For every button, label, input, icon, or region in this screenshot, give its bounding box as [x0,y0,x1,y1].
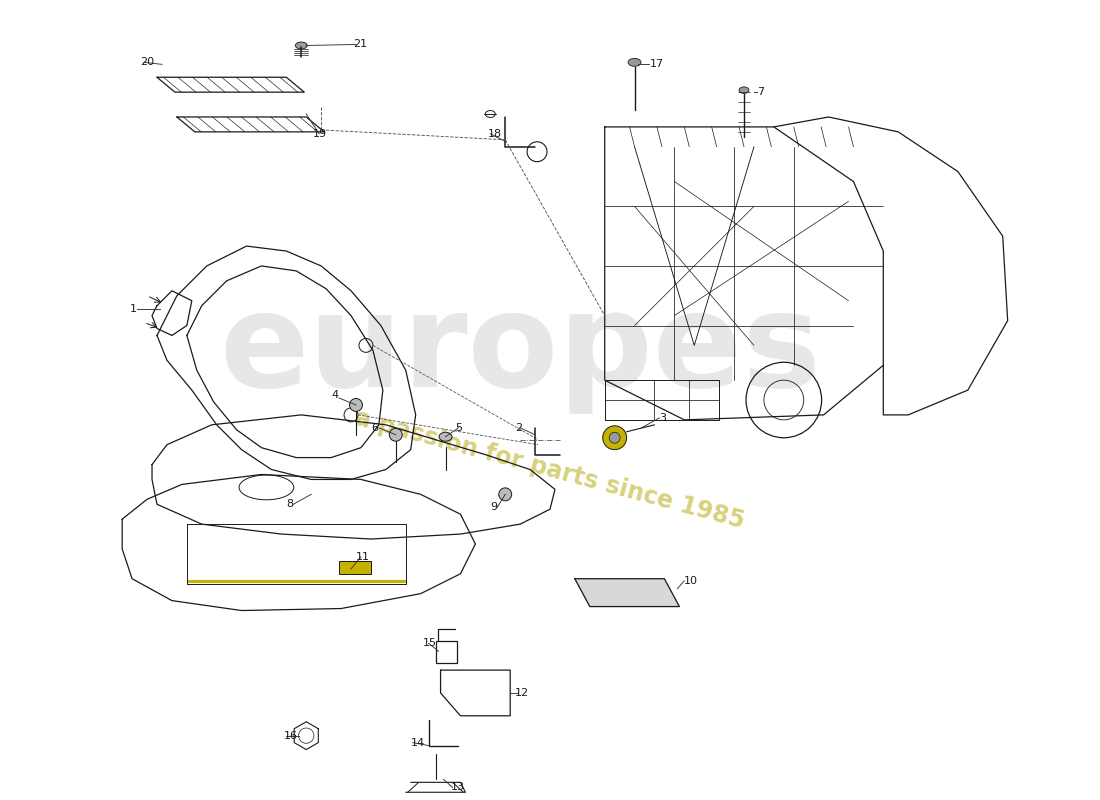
Text: 21: 21 [353,39,367,50]
Circle shape [389,428,403,442]
Text: 20: 20 [140,58,154,67]
Text: 16: 16 [284,730,297,741]
Text: 4: 4 [331,390,338,400]
Text: 9: 9 [491,502,497,512]
Ellipse shape [439,432,452,442]
Text: 11: 11 [356,552,370,562]
Text: 3: 3 [659,413,667,423]
Circle shape [350,398,363,411]
Circle shape [609,432,620,443]
Text: 5: 5 [455,423,462,433]
Text: europes: europes [219,287,821,414]
Ellipse shape [295,42,307,49]
Circle shape [498,488,512,501]
Ellipse shape [739,87,749,94]
Text: 17: 17 [649,59,663,70]
Text: 2: 2 [515,423,522,433]
Polygon shape [575,578,680,606]
Text: a passion for parts since 1985: a passion for parts since 1985 [352,406,748,534]
Circle shape [603,426,627,450]
Text: 18: 18 [488,129,503,139]
Text: 19: 19 [314,129,328,139]
Text: 7: 7 [757,87,764,97]
Text: 12: 12 [515,688,529,698]
Text: 13: 13 [451,782,464,792]
Text: 15: 15 [422,638,437,648]
Text: 6: 6 [371,423,378,433]
Text: 1: 1 [130,304,138,314]
FancyBboxPatch shape [339,561,371,574]
Text: 14: 14 [410,738,425,748]
Text: 8: 8 [286,499,294,510]
Ellipse shape [628,58,641,66]
Text: 10: 10 [684,576,699,586]
